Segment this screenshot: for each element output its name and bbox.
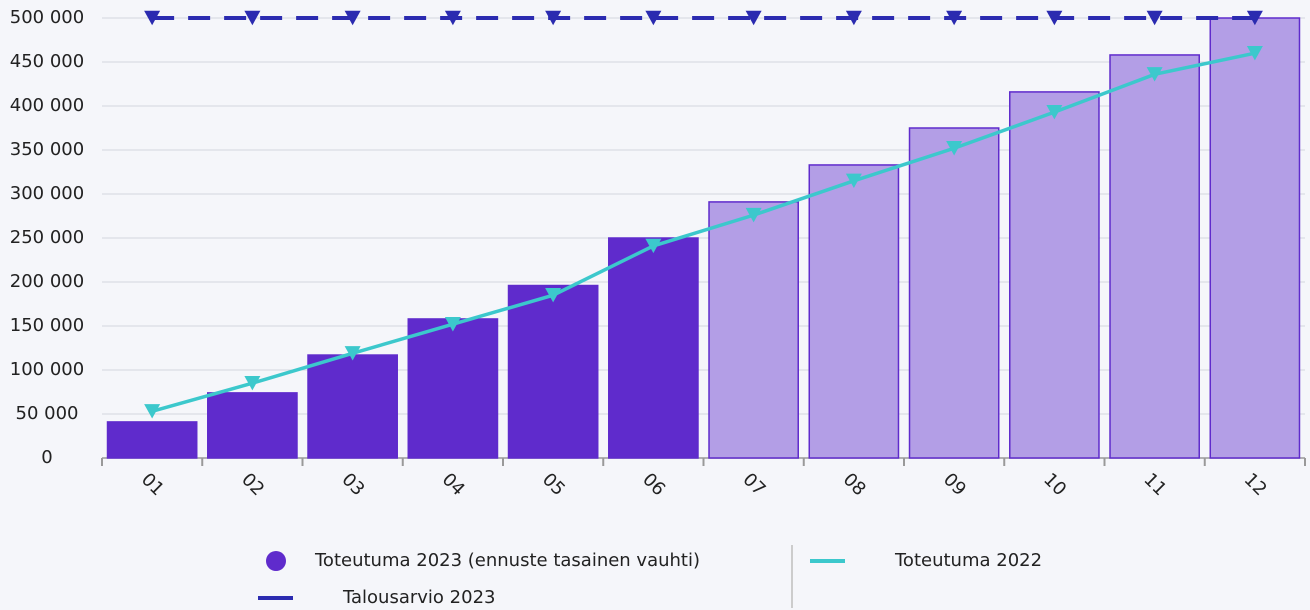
marker	[1246, 46, 1263, 61]
y-tick-label: 500 000	[10, 7, 84, 28]
marker	[1246, 10, 1263, 26]
marker	[946, 141, 963, 156]
x-tick-label: 10	[1039, 469, 1070, 500]
line	[151, 51, 1256, 414]
marker	[1146, 10, 1163, 26]
marker	[545, 288, 562, 303]
marker	[344, 10, 361, 26]
marker	[645, 10, 662, 26]
marker	[244, 376, 261, 391]
y-tick-label: 50 000	[16, 403, 79, 424]
y-tick-label: 100 000	[10, 359, 84, 380]
y-tick-label: 350 000	[10, 139, 84, 160]
marker	[344, 346, 361, 361]
y-tick-label: 400 000	[10, 95, 84, 116]
x-tick-label: 04	[438, 469, 469, 500]
bar	[407, 318, 499, 459]
x-tick-label: 02	[237, 469, 268, 500]
y-tick-label: 300 000	[10, 183, 84, 204]
legend-label: Toteutuma 2022	[894, 550, 1042, 571]
y-tick-label: 250 000	[10, 227, 84, 248]
y-tick-label: 150 000	[10, 315, 84, 336]
x-tick-label: 12	[1240, 469, 1271, 500]
bar	[1009, 91, 1100, 459]
bar	[307, 354, 398, 459]
bar	[708, 201, 799, 459]
marker	[144, 404, 161, 419]
marker	[845, 10, 862, 26]
legend-label: Toteutuma 2023 (ennuste tasainen vauhti)	[314, 550, 700, 571]
marker	[645, 238, 662, 254]
y-tick-label: 450 000	[10, 51, 84, 72]
x-tick-label: 03	[337, 469, 368, 500]
y-tick-label: 0	[41, 447, 52, 468]
y-tick-label: 200 000	[10, 271, 84, 292]
bar	[1209, 17, 1301, 459]
marker	[745, 207, 762, 223]
marker	[1046, 10, 1063, 26]
x-tick-label: 08	[839, 469, 870, 500]
bar	[507, 284, 599, 459]
marker	[244, 10, 261, 26]
x-tick-label: 06	[638, 469, 669, 500]
legend-marker	[266, 551, 286, 571]
bar	[808, 164, 900, 459]
legend-label: Talousarvio 2023	[342, 587, 495, 608]
marker	[444, 10, 461, 26]
marker	[845, 173, 862, 188]
x-tick-label: 01	[137, 469, 168, 500]
x-tick-label: 05	[538, 469, 569, 500]
marker	[545, 10, 562, 26]
bar	[207, 392, 298, 459]
marker	[745, 10, 762, 26]
bar	[608, 237, 699, 459]
x-tick-label: 09	[939, 469, 970, 500]
bar	[106, 421, 198, 459]
marker	[1146, 67, 1163, 82]
marker	[144, 10, 161, 26]
x-tick-label: 07	[738, 469, 769, 500]
bar	[1109, 54, 1200, 459]
marker	[1046, 104, 1063, 120]
x-tick-label: 11	[1139, 469, 1170, 500]
marker	[946, 10, 963, 26]
marker	[444, 317, 461, 332]
bar	[908, 127, 1000, 459]
